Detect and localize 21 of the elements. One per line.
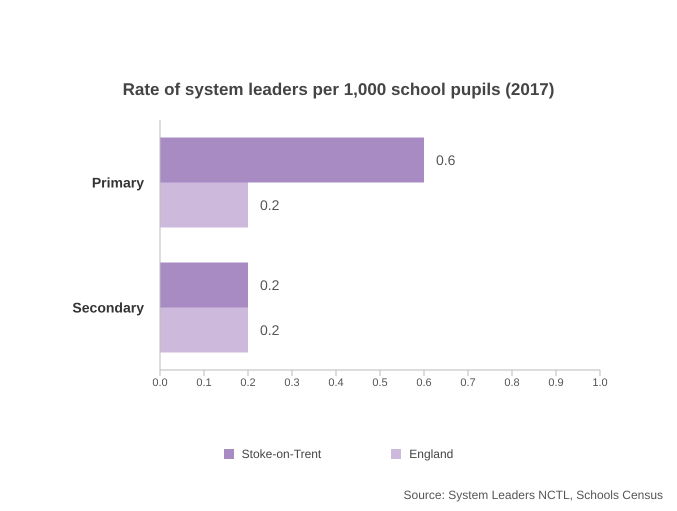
- data-label: 0.2: [260, 276, 280, 293]
- x-tick-label: 0.6: [416, 376, 432, 389]
- data-label: 0.6: [436, 152, 456, 168]
- x-tick-label: 0.8: [504, 376, 520, 389]
- y-tick-label: Primary: [92, 174, 144, 190]
- x-tick-label: 0.5: [372, 376, 388, 389]
- x-tick-label: 0.2: [240, 376, 256, 389]
- legend-label: Stoke-on-Trent: [242, 447, 322, 461]
- data-label: 0.2: [260, 196, 280, 213]
- data-label: 0.2: [260, 322, 280, 338]
- x-tick-label: 0.1: [196, 376, 212, 389]
- x-tick-label: 0.3: [284, 376, 300, 389]
- legend-label: England: [409, 447, 454, 461]
- chart-title: Rate of system leaders per 1,000 school pupils (2017): [122, 80, 556, 100]
- x-tick-label: 0.4: [328, 376, 344, 389]
- source-note: Source: System Leaders NCTL, Schools Census: [404, 488, 663, 502]
- x-tick-label: 0.9: [548, 376, 564, 389]
- y-tick-label: Secondary: [72, 299, 144, 316]
- x-tick-label: 0.0: [152, 376, 168, 389]
- x-tick-label: 0.7: [460, 376, 476, 389]
- x-tick-label: 1.0: [592, 376, 608, 389]
